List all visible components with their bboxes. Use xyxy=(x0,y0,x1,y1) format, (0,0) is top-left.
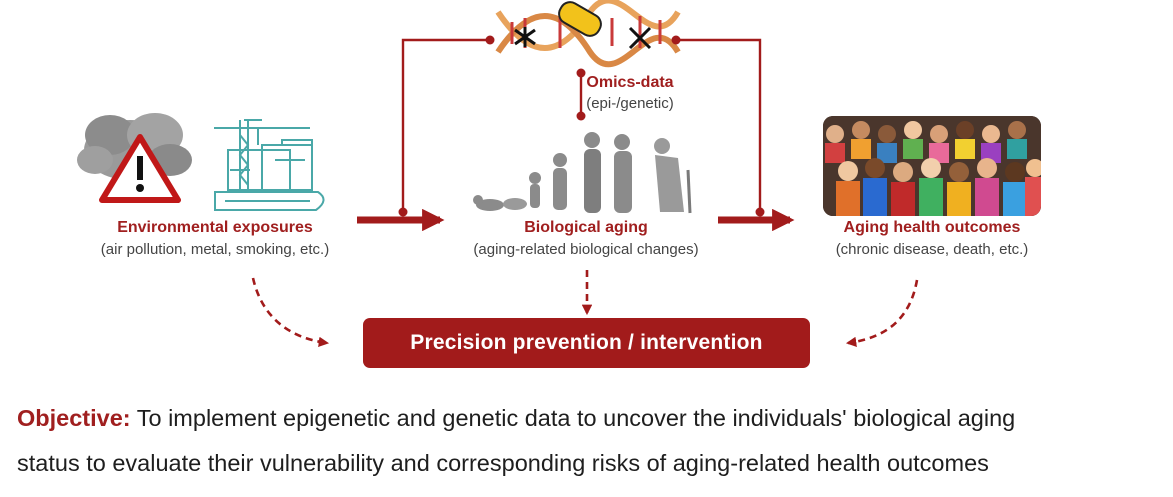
dashed-arrow-environment xyxy=(251,277,330,348)
omics-feedback-lines xyxy=(401,38,762,212)
dna-helix-icon xyxy=(495,0,681,68)
objective-line-1: Objective: To implement epigenetic and g… xyxy=(17,396,1162,441)
outcomes-node: Aging health outcomes (chronic disease, … xyxy=(800,219,1064,258)
outcomes-subtitle: (chronic disease, death, etc.) xyxy=(835,241,1029,258)
aging-title: Biological aging xyxy=(524,219,648,236)
objective-keyword: Objective: xyxy=(17,405,131,431)
outcomes-title: Aging health outcomes xyxy=(843,219,1021,236)
human-evolution-silhouettes-icon xyxy=(473,132,692,214)
environment-subtitle: (air pollution, metal, smoking, etc.) xyxy=(100,241,330,258)
environment-title: Environmental exposures xyxy=(117,219,313,236)
omics-node: Omics-data (epi-/genetic) xyxy=(560,74,700,112)
objective-text-line-1: To implement epigenetic and genetic data… xyxy=(136,405,1016,431)
crowd-photo xyxy=(823,116,1041,216)
factory-crane-train-icon xyxy=(214,119,325,211)
precision-prevention-box: Precision prevention / intervention xyxy=(363,318,810,368)
objective-statement: Objective: To implement epigenetic and g… xyxy=(17,396,1162,486)
omics-subtitle: (epi-/genetic) xyxy=(586,95,674,112)
precision-prevention-label: Precision prevention / intervention xyxy=(410,331,763,354)
environment-node: Environmental exposures (air pollution, … xyxy=(40,219,390,258)
aging-node: Biological aging (aging-related biologic… xyxy=(430,219,742,258)
connector-dots xyxy=(398,35,765,217)
aging-subtitle: (aging-related biological changes) xyxy=(473,241,699,258)
omics-title: Omics-data xyxy=(586,74,674,91)
objective-text-line-2: status to evaluate their vulnerability a… xyxy=(17,450,989,476)
storm-cloud-warning-icon xyxy=(77,113,192,203)
dashed-arrow-outcomes xyxy=(845,279,919,348)
